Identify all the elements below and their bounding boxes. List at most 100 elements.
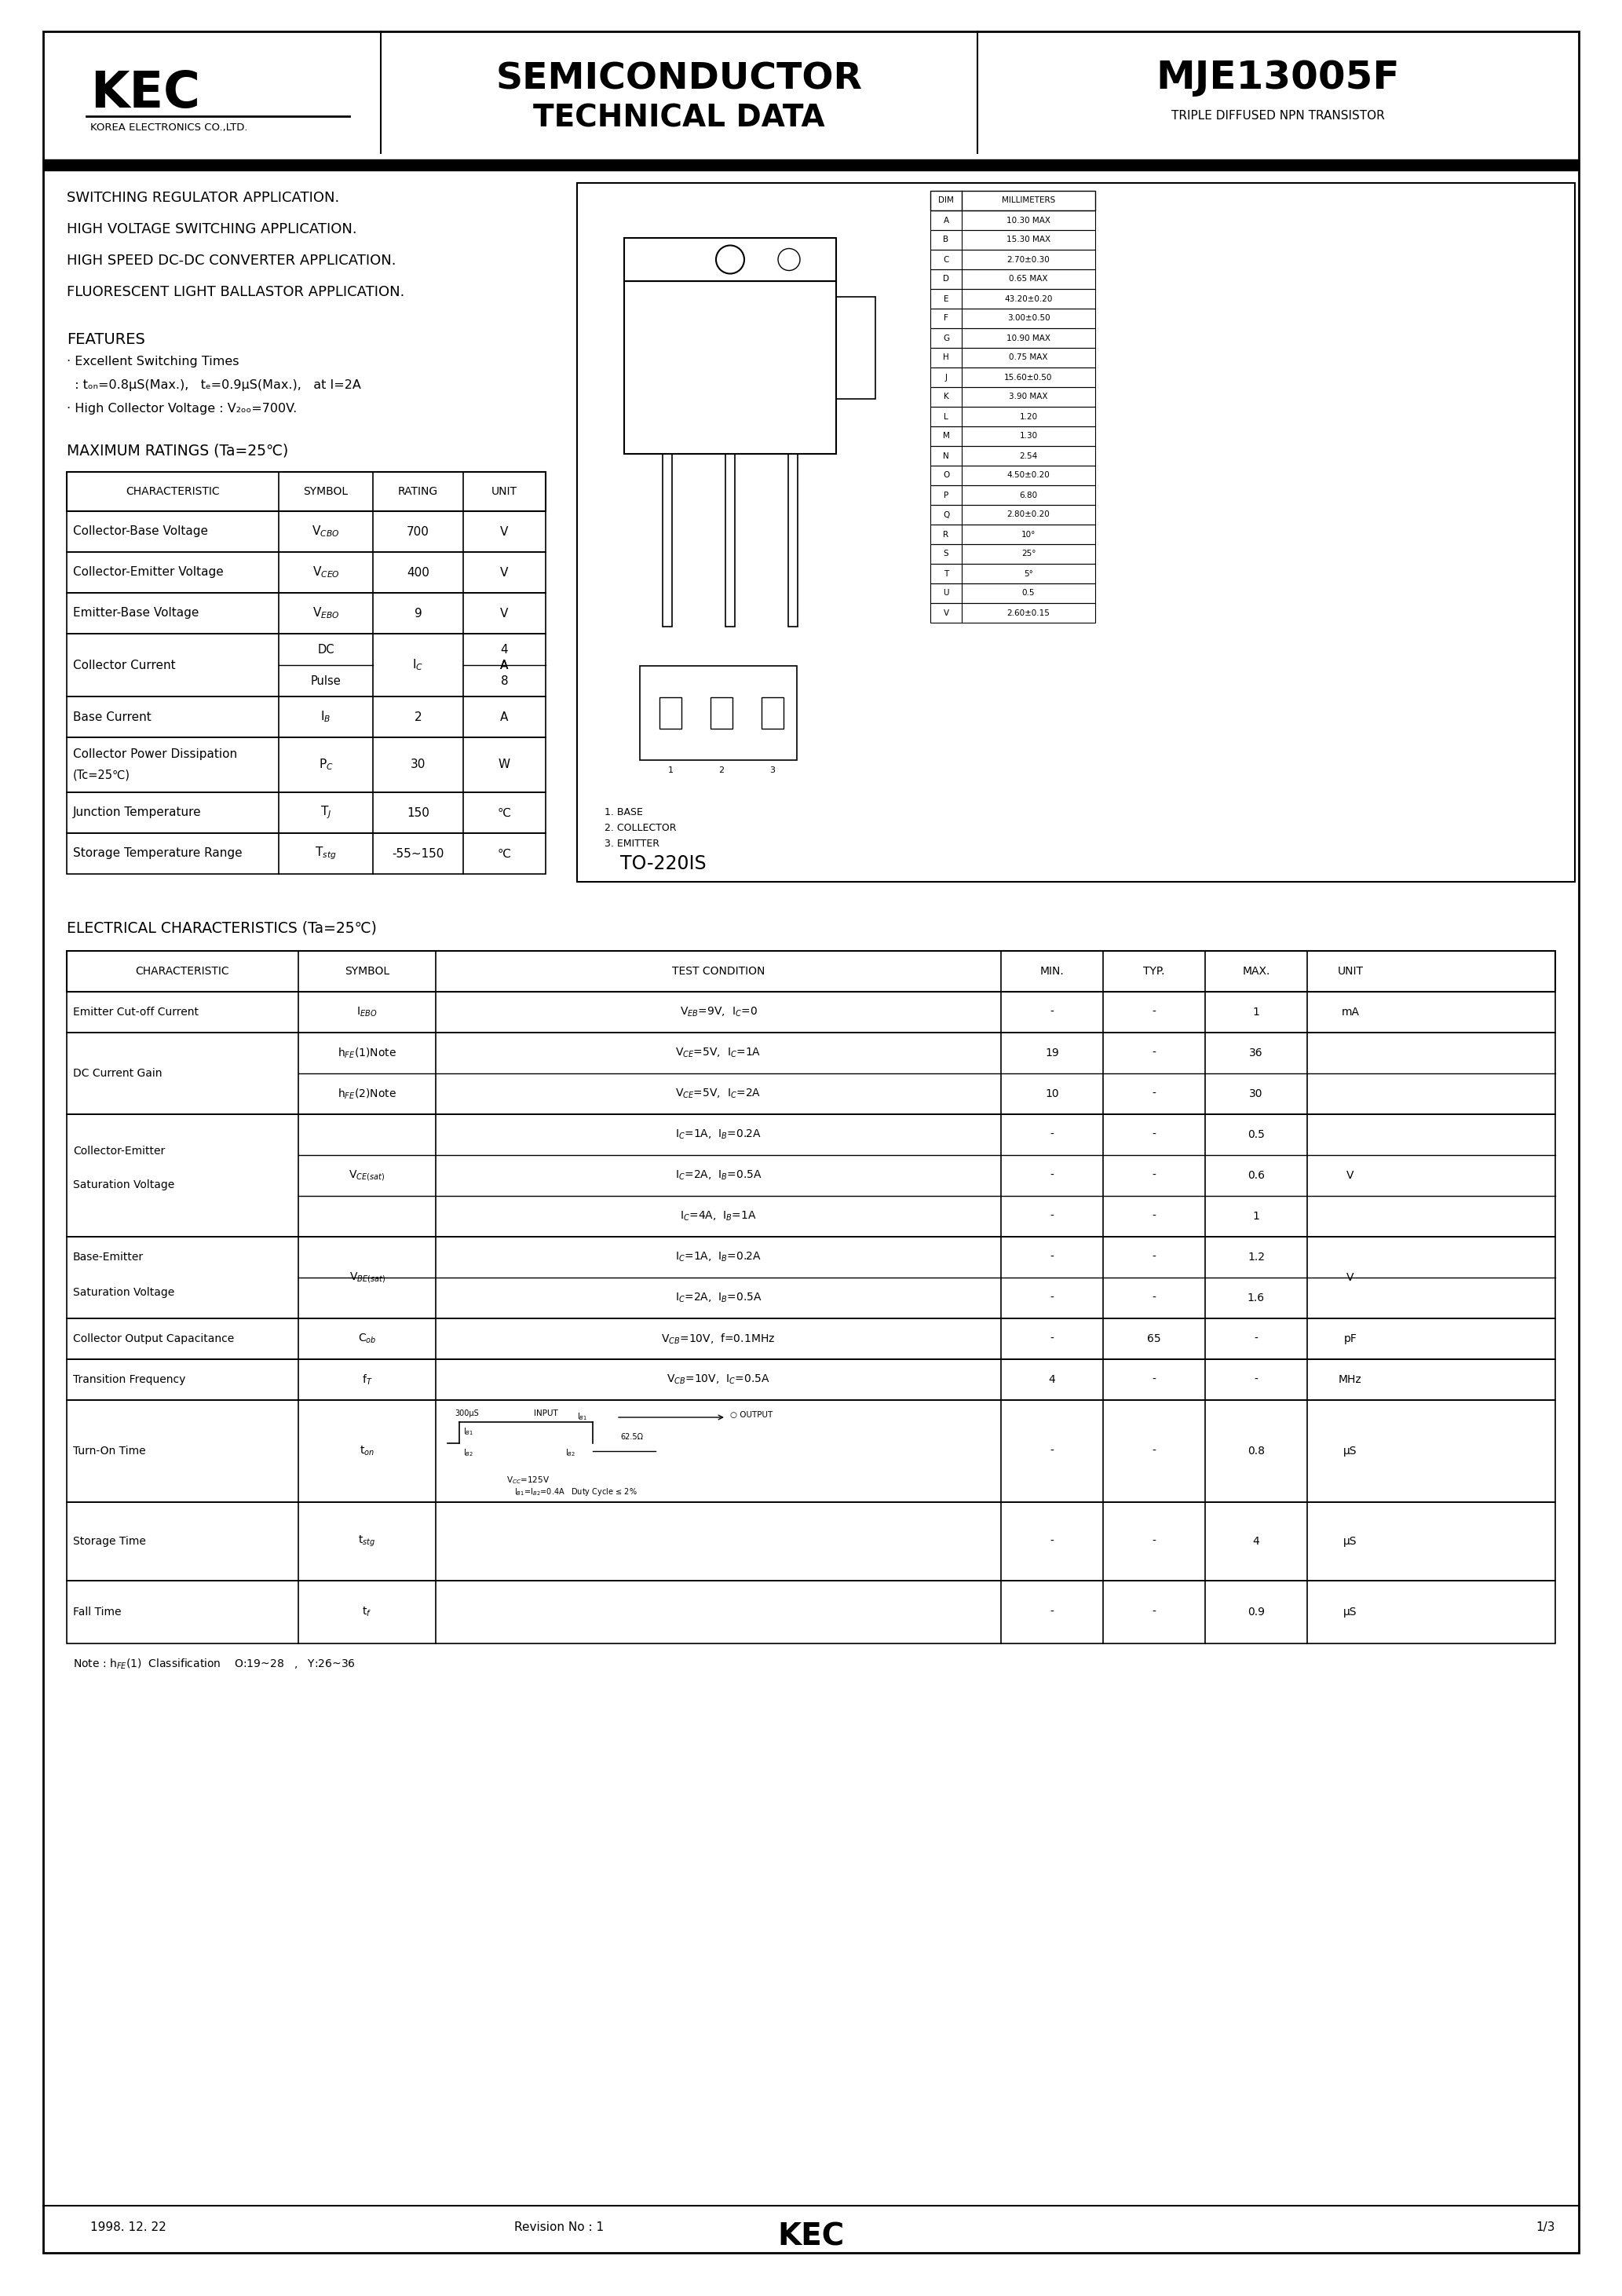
Text: M: M bbox=[942, 432, 949, 441]
Bar bbox=[660, 698, 681, 728]
Text: I$_C$: I$_C$ bbox=[412, 657, 423, 673]
Text: I$_{B1}$: I$_{B1}$ bbox=[577, 1412, 587, 1421]
Text: Collector Power Dissipation: Collector Power Dissipation bbox=[73, 748, 237, 760]
Bar bbox=[931, 484, 1095, 505]
Text: 0.75 MAX: 0.75 MAX bbox=[1009, 354, 1048, 360]
Text: -: - bbox=[1152, 1171, 1156, 1180]
Text: V$_{CE}$=5V,  I$_{C}$=2A: V$_{CE}$=5V, I$_{C}$=2A bbox=[675, 1088, 761, 1100]
Bar bbox=[67, 551, 545, 592]
Bar bbox=[67, 1401, 1555, 1502]
Bar bbox=[931, 583, 1095, 604]
Bar bbox=[67, 1238, 1555, 1318]
Text: Collector-Emitter: Collector-Emitter bbox=[73, 1146, 165, 1157]
Text: 2.80±0.20: 2.80±0.20 bbox=[1007, 510, 1049, 519]
Text: 0.9: 0.9 bbox=[1247, 1607, 1265, 1619]
Text: SYMBOL: SYMBOL bbox=[303, 487, 349, 496]
Text: 19: 19 bbox=[1045, 1047, 1059, 1058]
Text: -: - bbox=[1049, 1006, 1054, 1017]
Bar bbox=[931, 505, 1095, 523]
Text: 2: 2 bbox=[719, 767, 725, 774]
Text: SYMBOL: SYMBOL bbox=[344, 967, 389, 976]
Text: D: D bbox=[942, 276, 949, 282]
Text: T: T bbox=[944, 569, 949, 579]
Text: -: - bbox=[1152, 1006, 1156, 1017]
Text: Q: Q bbox=[942, 510, 949, 519]
Text: 2. COLLECTOR: 2. COLLECTOR bbox=[605, 822, 676, 833]
Text: DIM: DIM bbox=[938, 197, 954, 204]
Text: mA: mA bbox=[1341, 1006, 1359, 1017]
Text: 9: 9 bbox=[414, 608, 422, 620]
Text: · Excellent Switching Times: · Excellent Switching Times bbox=[67, 356, 238, 367]
Text: 10°: 10° bbox=[1022, 530, 1036, 537]
Text: UNIT: UNIT bbox=[1338, 967, 1364, 976]
Bar bbox=[710, 698, 733, 728]
Text: 400: 400 bbox=[407, 567, 430, 579]
Text: 36: 36 bbox=[1249, 1047, 1264, 1058]
Text: Collector-Base Voltage: Collector-Base Voltage bbox=[73, 526, 208, 537]
Text: Note : h$_{FE}$(1)  Classification    O:19~28   ,   Y:26~36: Note : h$_{FE}$(1) Classification O:19~2… bbox=[73, 1658, 355, 1671]
Bar bbox=[67, 737, 545, 792]
Text: -: - bbox=[1049, 1130, 1054, 1141]
Text: V$_{CC}$=125V: V$_{CC}$=125V bbox=[506, 1474, 550, 1486]
Text: 3.00±0.50: 3.00±0.50 bbox=[1007, 315, 1049, 321]
Text: V$_{CB}$=10V,  I$_{C}$=0.5A: V$_{CB}$=10V, I$_{C}$=0.5A bbox=[667, 1373, 770, 1387]
Text: μS: μS bbox=[1343, 1536, 1358, 1548]
Text: 15.60±0.50: 15.60±0.50 bbox=[1004, 374, 1053, 381]
Text: 0.5: 0.5 bbox=[1022, 590, 1035, 597]
Text: FLUORESCENT LIGHT BALLASTOR APPLICATION.: FLUORESCENT LIGHT BALLASTOR APPLICATION. bbox=[67, 285, 404, 298]
Text: CHARACTERISTIC: CHARACTERISTIC bbox=[136, 967, 229, 976]
Text: V: V bbox=[1346, 1272, 1354, 1283]
Text: P$_C$: P$_C$ bbox=[318, 758, 333, 771]
Text: -: - bbox=[1152, 1536, 1156, 1548]
Bar bbox=[67, 1318, 1555, 1359]
Bar bbox=[931, 230, 1095, 250]
Text: Base-Emitter: Base-Emitter bbox=[73, 1251, 144, 1263]
Bar bbox=[931, 211, 1095, 230]
Text: U: U bbox=[942, 590, 949, 597]
Text: V$_{CBO}$: V$_{CBO}$ bbox=[311, 523, 339, 540]
Text: I$_{C}$=2A,  I$_{B}$=0.5A: I$_{C}$=2A, I$_{B}$=0.5A bbox=[675, 1293, 762, 1304]
Text: · High Collector Voltage : V₂ₒₒ=700V.: · High Collector Voltage : V₂ₒₒ=700V. bbox=[67, 402, 297, 416]
Bar bbox=[762, 698, 783, 728]
Text: V$_{CE}$=5V,  I$_{C}$=1A: V$_{CE}$=5V, I$_{C}$=1A bbox=[675, 1047, 761, 1058]
Text: I$_{B1}$: I$_{B1}$ bbox=[464, 1426, 474, 1437]
Text: Emitter Cut-off Current: Emitter Cut-off Current bbox=[73, 1006, 198, 1017]
Bar bbox=[931, 328, 1095, 349]
Text: SEMICONDUCTOR: SEMICONDUCTOR bbox=[496, 62, 863, 96]
Text: V: V bbox=[944, 608, 949, 618]
Text: N: N bbox=[942, 452, 949, 459]
Text: 3.90 MAX: 3.90 MAX bbox=[1009, 393, 1048, 402]
Text: -: - bbox=[1049, 1251, 1054, 1263]
Bar bbox=[67, 696, 545, 737]
Text: 1: 1 bbox=[1252, 1210, 1260, 1221]
Bar bbox=[67, 1580, 1555, 1644]
Bar bbox=[67, 1359, 1555, 1401]
Text: I$_{C}$=1A,  I$_{B}$=0.2A: I$_{C}$=1A, I$_{B}$=0.2A bbox=[675, 1127, 762, 1141]
Bar bbox=[725, 455, 735, 627]
Text: I$_{C}$=2A,  I$_{B}$=0.5A: I$_{C}$=2A, I$_{B}$=0.5A bbox=[675, 1169, 762, 1182]
Text: TRIPLE DIFFUSED NPN TRANSISTOR: TRIPLE DIFFUSED NPN TRANSISTOR bbox=[1171, 110, 1385, 122]
Text: F: F bbox=[944, 315, 949, 321]
Text: 10: 10 bbox=[1045, 1088, 1059, 1100]
Text: I$_{B1}$=I$_{B2}$=0.4A   Duty Cycle ≤ 2%: I$_{B1}$=I$_{B2}$=0.4A Duty Cycle ≤ 2% bbox=[514, 1486, 637, 1497]
Text: 30: 30 bbox=[410, 760, 425, 771]
Text: B: B bbox=[944, 236, 949, 243]
Text: 1.30: 1.30 bbox=[1019, 432, 1038, 441]
Text: (Tc=25℃): (Tc=25℃) bbox=[73, 769, 130, 781]
Text: 10.30 MAX: 10.30 MAX bbox=[1007, 216, 1051, 225]
Bar bbox=[931, 565, 1095, 583]
Text: TECHNICAL DATA: TECHNICAL DATA bbox=[534, 103, 826, 133]
Text: C$_{ob}$: C$_{ob}$ bbox=[358, 1332, 376, 1345]
Text: Pulse: Pulse bbox=[310, 675, 341, 687]
Text: T$_{stg}$: T$_{stg}$ bbox=[315, 845, 337, 861]
Text: -: - bbox=[1152, 1251, 1156, 1263]
Text: 4: 4 bbox=[501, 643, 508, 654]
Text: 2: 2 bbox=[414, 712, 422, 723]
Text: 6.80: 6.80 bbox=[1019, 491, 1038, 498]
Text: H: H bbox=[942, 354, 949, 360]
Text: HIGH VOLTAGE SWITCHING APPLICATION.: HIGH VOLTAGE SWITCHING APPLICATION. bbox=[67, 223, 357, 236]
Text: 8: 8 bbox=[501, 675, 508, 687]
Text: Storage Time: Storage Time bbox=[73, 1536, 146, 1548]
Bar bbox=[67, 512, 545, 551]
Text: -: - bbox=[1254, 1334, 1259, 1343]
